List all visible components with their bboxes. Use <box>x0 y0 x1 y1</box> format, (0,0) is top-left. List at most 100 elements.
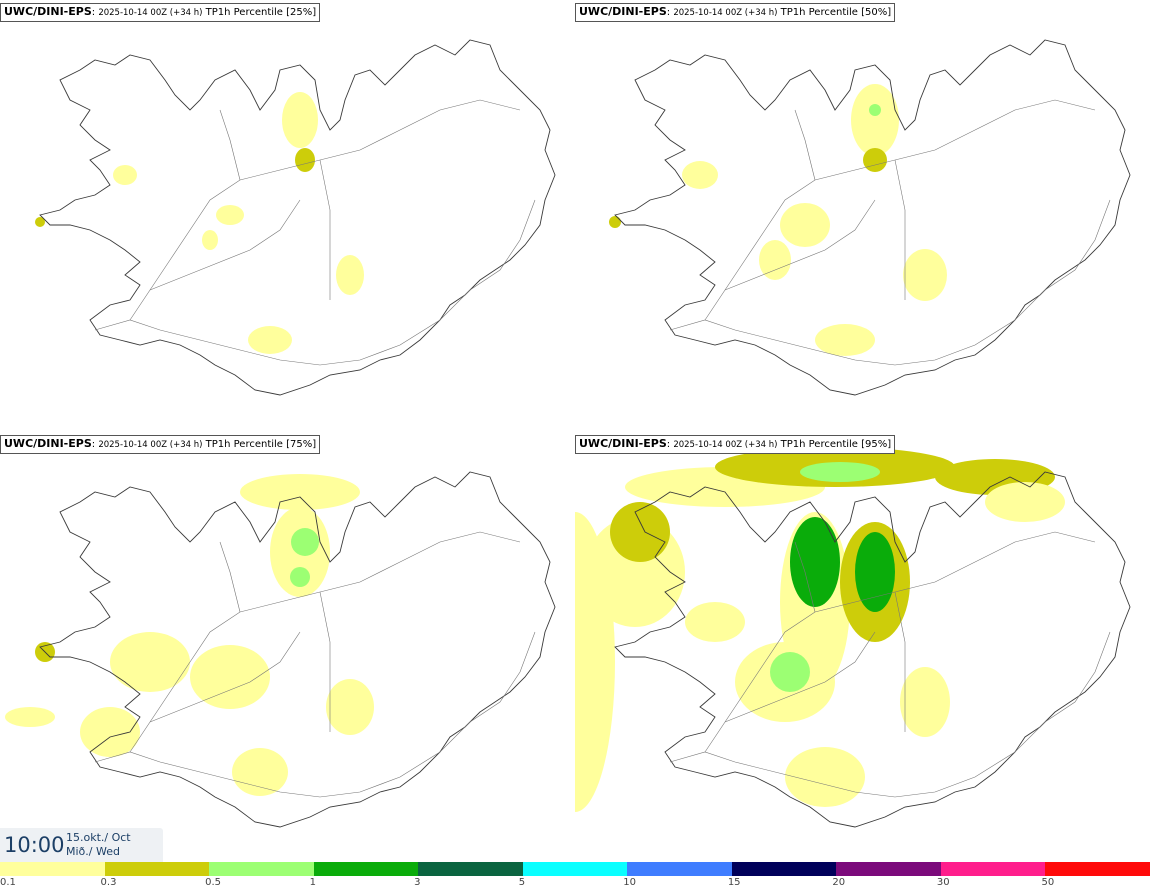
road-line <box>129 99 521 321</box>
precip-area <box>610 502 670 562</box>
road-line <box>894 591 906 732</box>
precip-area <box>869 104 881 116</box>
legend-tick-label: 50 <box>1041 877 1055 888</box>
road-line <box>669 631 1111 798</box>
legend-swatch <box>104 862 210 876</box>
legend-swatch <box>940 862 1046 876</box>
road-line <box>319 591 331 732</box>
coastline <box>614 471 1131 828</box>
legend-tick-label: 0.1 <box>0 877 16 888</box>
road-line <box>219 109 241 181</box>
coastline <box>39 471 556 828</box>
run-time: 2025-10-14 00Z (+34 h) <box>673 8 778 18</box>
precip-map-p25 <box>35 39 556 396</box>
legend-tick-label: 15 <box>727 877 741 888</box>
road-line <box>894 159 906 300</box>
precip-area <box>900 667 950 737</box>
road-line <box>724 631 876 723</box>
model-name: UWC/DINI-EPS <box>4 437 92 450</box>
run-time: 2025-10-14 00Z (+34 h) <box>98 440 203 450</box>
legend-ticks: 0.1 0.3 0.5 1 3 5 10 15 20 30 50 <box>0 877 1150 891</box>
legend-swatch <box>836 862 941 876</box>
legend-swatch <box>0 862 105 876</box>
precip-area <box>80 707 140 757</box>
precip-area <box>855 532 895 612</box>
panel-title: UWC/DINI-EPS: 2025-10-14 00Z (+34 h) TP1… <box>0 435 321 454</box>
road-line <box>724 199 876 291</box>
precip-area <box>113 165 137 185</box>
legend-tick-label: 0.3 <box>100 877 117 888</box>
run-time: 2025-10-14 00Z (+34 h) <box>673 440 778 450</box>
legend-tick-label: 5 <box>518 877 526 888</box>
road-line <box>94 199 536 366</box>
map-panel-p75: UWC/DINI-EPS: 2025-10-14 00Z (+34 h) TP1… <box>0 432 575 862</box>
legend-swatch <box>418 862 523 876</box>
legend-tick-label: 10 <box>623 877 636 888</box>
legend-swatch <box>313 862 419 876</box>
legend-swatch <box>1045 862 1150 876</box>
precip-area <box>790 517 840 607</box>
precip-area <box>815 324 875 356</box>
legend-tick-label: 20 <box>832 877 846 888</box>
precip-map-p95 <box>575 447 1131 828</box>
precip-area <box>326 679 374 735</box>
panel-title: UWC/DINI-EPS: 2025-10-14 00Z (+34 h) TP1… <box>575 435 896 454</box>
field-label: TP1h Percentile [50%] <box>780 7 892 18</box>
color-legend <box>0 862 1150 876</box>
precip-area <box>682 161 718 189</box>
model-name: UWC/DINI-EPS <box>579 437 667 450</box>
valid-date: 15.okt./ Oct <box>66 831 131 844</box>
precip-area <box>985 482 1065 522</box>
precip-area <box>903 249 947 301</box>
road-line <box>704 99 1096 321</box>
model-name: UWC/DINI-EPS <box>579 5 667 18</box>
precip-map-p75 <box>5 471 556 828</box>
precip-area <box>851 84 899 156</box>
model-name: UWC/DINI-EPS <box>4 5 92 18</box>
precip-area <box>609 216 621 228</box>
precip-area <box>759 240 791 280</box>
legend-tick-label: 1 <box>309 877 316 888</box>
precip-area <box>785 747 865 807</box>
road-line <box>149 631 301 723</box>
coastline <box>39 39 556 396</box>
precip-area <box>770 652 810 692</box>
precip-area <box>5 707 55 727</box>
valid-weekday: Mið./ Wed <box>66 845 120 858</box>
road-line <box>219 541 241 613</box>
precip-area <box>685 602 745 642</box>
legend-swatch <box>731 862 837 876</box>
road-line <box>319 159 331 300</box>
precip-area <box>216 205 244 225</box>
road-line <box>794 109 816 181</box>
precip-area <box>232 748 288 796</box>
road-line <box>794 541 816 613</box>
map-panel-p95: UWC/DINI-EPS: 2025-10-14 00Z (+34 h) TP1… <box>575 432 1150 862</box>
valid-time: 10:00 <box>4 833 65 857</box>
precip-area <box>202 230 218 250</box>
panel-title: UWC/DINI-EPS: 2025-10-14 00Z (+34 h) TP1… <box>0 3 321 22</box>
precip-area <box>110 632 190 692</box>
run-time: 2025-10-14 00Z (+34 h) <box>98 8 203 18</box>
precip-area <box>295 148 315 172</box>
legend-tick-label: 3 <box>414 877 421 888</box>
precip-area <box>291 528 319 556</box>
precip-area <box>780 203 830 247</box>
coastline <box>614 39 1131 396</box>
road-line <box>94 631 536 798</box>
precip-area <box>290 567 310 587</box>
road-line <box>704 531 1096 753</box>
legend-tick-label: 0.5 <box>205 877 221 888</box>
field-label: TP1h Percentile [75%] <box>205 439 317 450</box>
precip-area <box>248 326 292 354</box>
precip-area <box>282 92 318 148</box>
precip-area <box>190 645 270 709</box>
road-line <box>129 531 521 753</box>
legend-swatch <box>209 862 314 876</box>
precip-area <box>35 217 45 227</box>
map-panel-p50: UWC/DINI-EPS: 2025-10-14 00Z (+34 h) TP1… <box>575 0 1150 430</box>
road-line <box>669 199 1111 366</box>
precip-area <box>336 255 364 295</box>
field-label: TP1h Percentile [25%] <box>205 7 317 18</box>
precip-area <box>240 474 360 510</box>
